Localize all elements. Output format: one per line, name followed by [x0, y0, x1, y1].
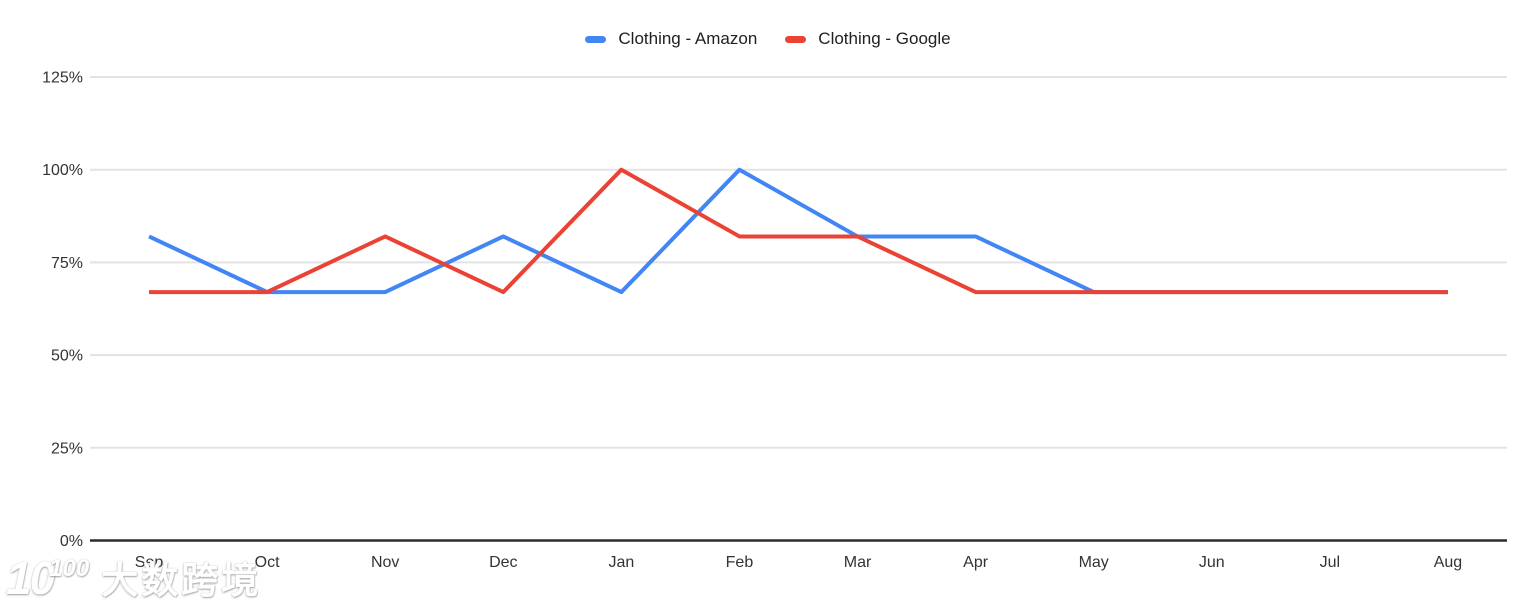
y-tick-label: 75% — [51, 255, 83, 272]
x-tick-label: Dec — [489, 554, 517, 571]
legend-item-google[interactable]: Clothing - Google — [785, 29, 951, 49]
x-tick-label: Mar — [844, 554, 872, 571]
x-tick-label: Feb — [726, 554, 754, 571]
y-tick-label: 125% — [42, 70, 83, 87]
series-line-amazon[interactable] — [148, 167, 1448, 295]
y-tick-label: 50% — [51, 348, 83, 365]
legend-swatch-google — [785, 35, 807, 43]
x-tick-label: Aug — [1434, 554, 1462, 571]
y-tick-label: 0% — [60, 533, 83, 550]
legend-item-amazon[interactable]: Clothing - Amazon — [585, 29, 757, 49]
x-tick-label: Oct — [255, 554, 280, 571]
legend-label-amazon: Clothing - Amazon — [618, 29, 758, 48]
chart-legend: Clothing - Amazon Clothing - Google — [0, 29, 1536, 49]
x-tick-label: Sep — [135, 554, 164, 571]
x-tick-label: Nov — [371, 554, 399, 571]
x-tick-label: May — [1079, 554, 1109, 571]
x-tick-label: Jan — [608, 554, 634, 571]
y-tick-label: 100% — [42, 162, 83, 179]
x-tick-label: Jul — [1320, 554, 1340, 571]
series-line-google[interactable] — [149, 167, 1448, 295]
x-tick-label: Apr — [963, 554, 989, 571]
x-tick-label: Jun — [1199, 554, 1225, 571]
legend-label-google: Clothing - Google — [818, 29, 951, 48]
legend-swatch-amazon — [585, 35, 607, 43]
y-tick-label: 25% — [51, 440, 83, 457]
